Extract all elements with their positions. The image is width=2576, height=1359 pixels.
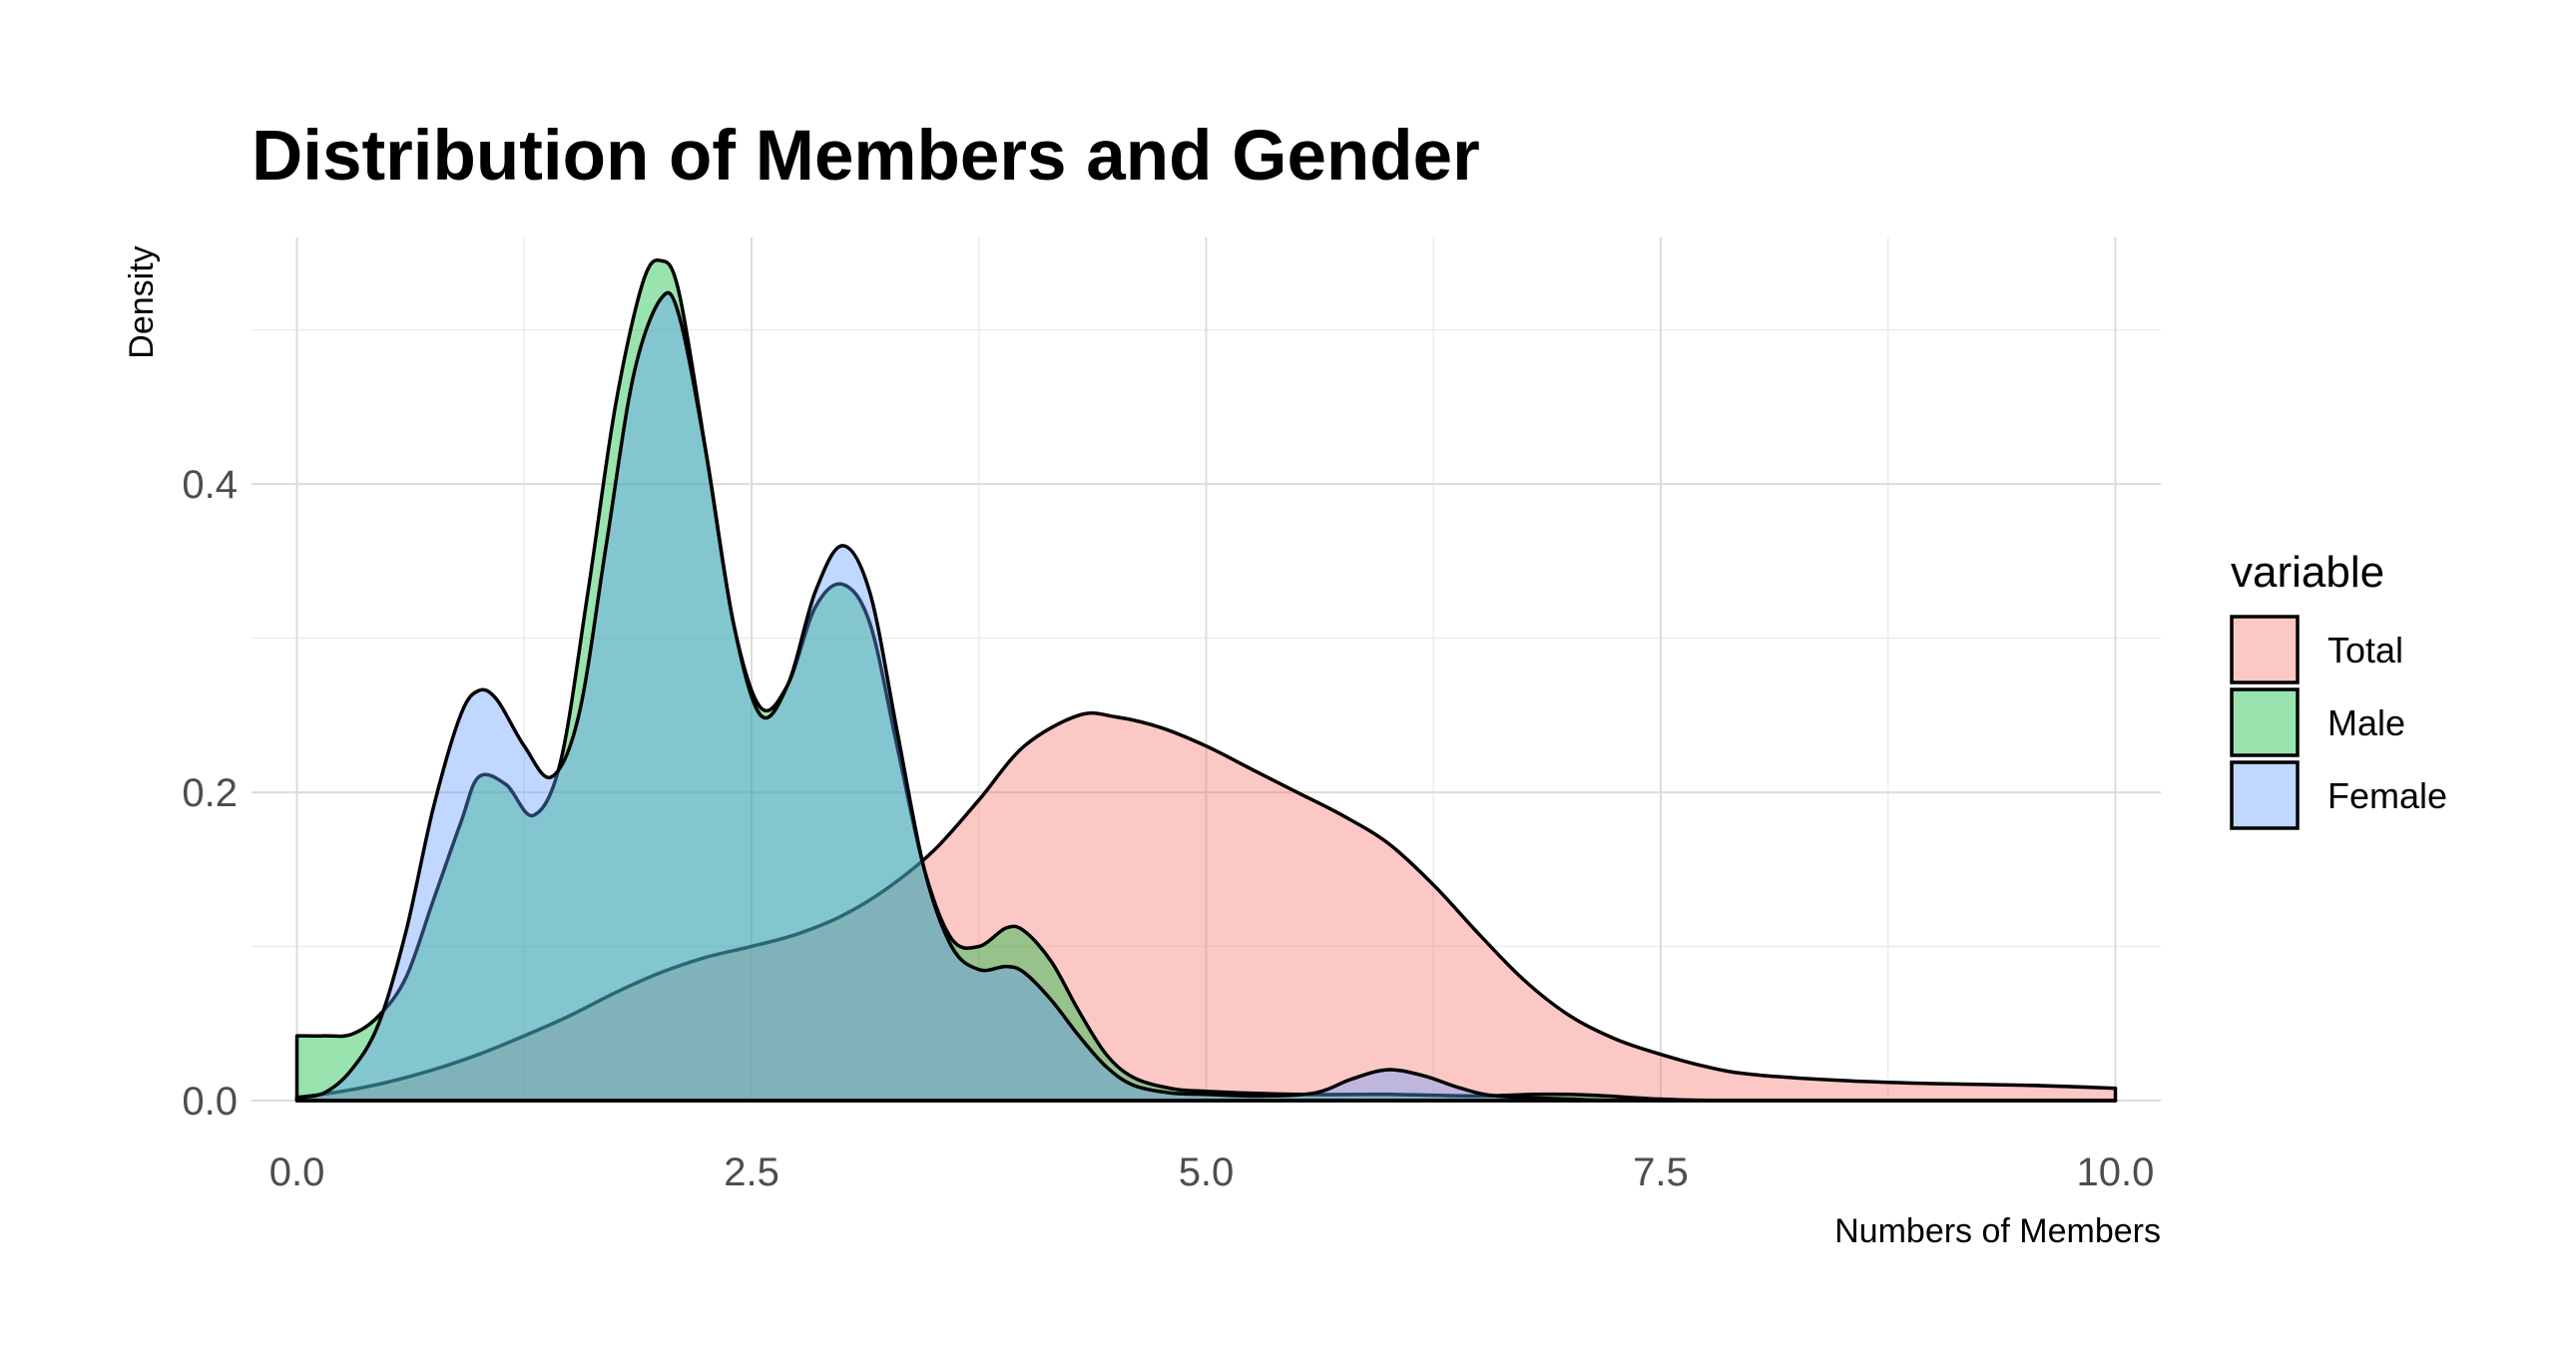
legend-item-female: Female bbox=[2230, 760, 2447, 830]
x-tick-label: 0.0 bbox=[269, 1150, 325, 1194]
legend-key-bg bbox=[2232, 617, 2298, 682]
x-axis-title: Numbers of Members bbox=[1834, 1212, 2161, 1250]
x-tick-label: 2.5 bbox=[724, 1150, 779, 1194]
legend-label: Total bbox=[2327, 630, 2403, 671]
density-area-female bbox=[294, 290, 2118, 1103]
density-area-total bbox=[294, 710, 2118, 1103]
density-areas bbox=[294, 258, 2118, 1103]
legend-key-swatch bbox=[2230, 760, 2300, 830]
y-axis-title: Density bbox=[123, 245, 161, 358]
legend-title: variable bbox=[2231, 548, 2384, 597]
legend-items: Total Male Female bbox=[2230, 615, 2447, 830]
x-tick-label: 7.5 bbox=[1633, 1150, 1689, 1194]
legend-key-swatch bbox=[2230, 687, 2300, 757]
legend-key-swatch bbox=[2230, 615, 2300, 684]
y-tick-label: 0.4 bbox=[182, 463, 238, 507]
legend-label: Male bbox=[2327, 702, 2405, 743]
y-axis-ticks: 0.0 0.2 0.4 bbox=[182, 463, 238, 1124]
x-tick-label: 10.0 bbox=[2077, 1150, 2155, 1194]
legend-label: Female bbox=[2327, 775, 2447, 816]
plot-panel bbox=[252, 237, 2161, 1103]
x-tick-label: 5.0 bbox=[1179, 1150, 1235, 1194]
legend-item-male: Male bbox=[2230, 687, 2405, 757]
density-area-male bbox=[294, 258, 2118, 1103]
y-tick-label: 0.2 bbox=[182, 771, 238, 815]
legend-key-bg bbox=[2232, 689, 2298, 755]
legend: variable Total Male Female bbox=[2230, 548, 2447, 830]
y-tick-label: 0.0 bbox=[182, 1080, 238, 1124]
x-axis-ticks: 0.0 2.5 5.0 7.5 10.0 bbox=[269, 1150, 2155, 1194]
legend-item-total: Total bbox=[2230, 615, 2403, 684]
legend-key-bg bbox=[2232, 762, 2298, 828]
chart-title: Distribution of Members and Gender bbox=[252, 117, 1480, 196]
